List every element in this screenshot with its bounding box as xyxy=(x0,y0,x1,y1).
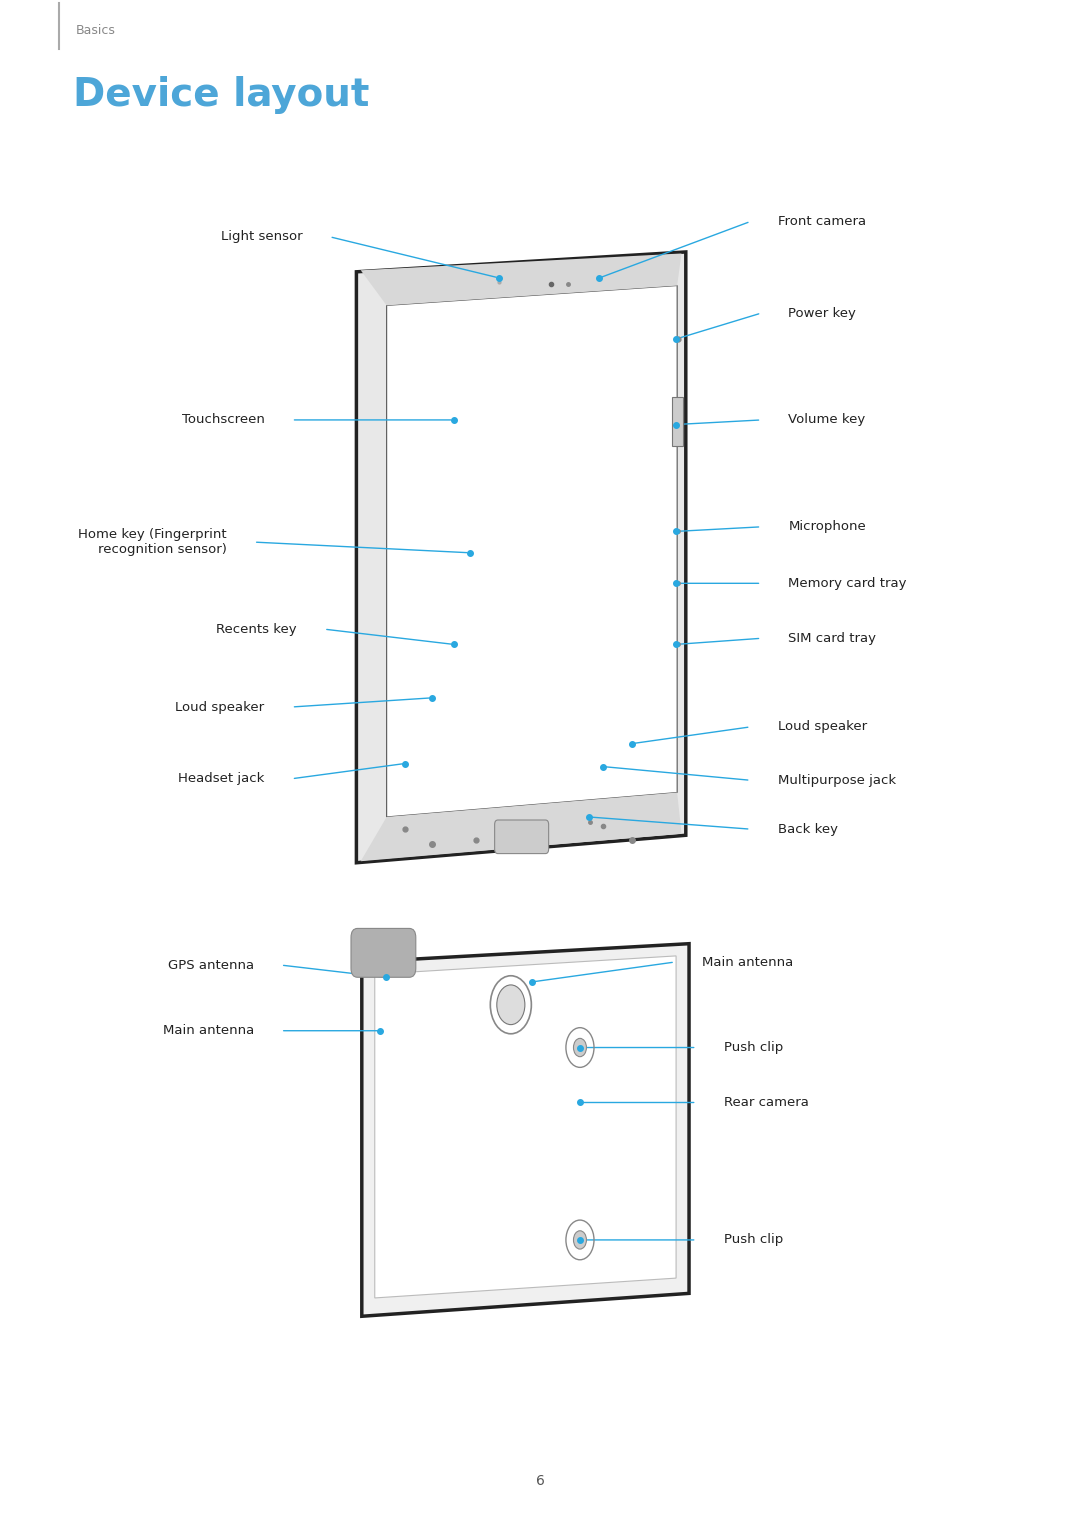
Text: Rear camera: Rear camera xyxy=(724,1096,809,1109)
Text: GPS antenna: GPS antenna xyxy=(167,959,254,971)
Text: Main antenna: Main antenna xyxy=(702,956,793,968)
Circle shape xyxy=(573,1231,586,1249)
Polygon shape xyxy=(375,956,676,1298)
Text: Recents key: Recents key xyxy=(216,623,297,635)
Polygon shape xyxy=(387,286,677,817)
Polygon shape xyxy=(356,252,686,863)
Text: 6: 6 xyxy=(536,1474,544,1489)
Text: Home key (Fingerprint
recognition sensor): Home key (Fingerprint recognition sensor… xyxy=(78,528,227,556)
Text: Volume key: Volume key xyxy=(788,414,866,426)
FancyBboxPatch shape xyxy=(495,820,549,854)
Text: Microphone: Microphone xyxy=(788,521,866,533)
Text: Light sensor: Light sensor xyxy=(220,231,302,243)
Polygon shape xyxy=(361,793,681,861)
Text: Headset jack: Headset jack xyxy=(178,773,265,785)
Text: Basics: Basics xyxy=(76,24,116,37)
Text: Loud speaker: Loud speaker xyxy=(175,701,265,713)
FancyBboxPatch shape xyxy=(351,928,416,977)
Text: Multipurpose jack: Multipurpose jack xyxy=(778,774,895,786)
Circle shape xyxy=(573,1038,586,1057)
Polygon shape xyxy=(361,253,681,305)
Text: Device layout: Device layout xyxy=(73,76,369,113)
Text: Main antenna: Main antenna xyxy=(163,1025,254,1037)
Text: SIM card tray: SIM card tray xyxy=(788,632,876,644)
Text: Push clip: Push clip xyxy=(724,1234,783,1246)
Text: Power key: Power key xyxy=(788,307,856,319)
Text: Touchscreen: Touchscreen xyxy=(181,414,265,426)
Text: Memory card tray: Memory card tray xyxy=(788,577,907,589)
Circle shape xyxy=(497,985,525,1025)
Text: Back key: Back key xyxy=(778,823,838,835)
Text: Push clip: Push clip xyxy=(724,1041,783,1054)
Text: Loud speaker: Loud speaker xyxy=(778,721,867,733)
FancyBboxPatch shape xyxy=(672,397,683,446)
Text: Front camera: Front camera xyxy=(778,215,866,228)
Polygon shape xyxy=(362,944,689,1316)
